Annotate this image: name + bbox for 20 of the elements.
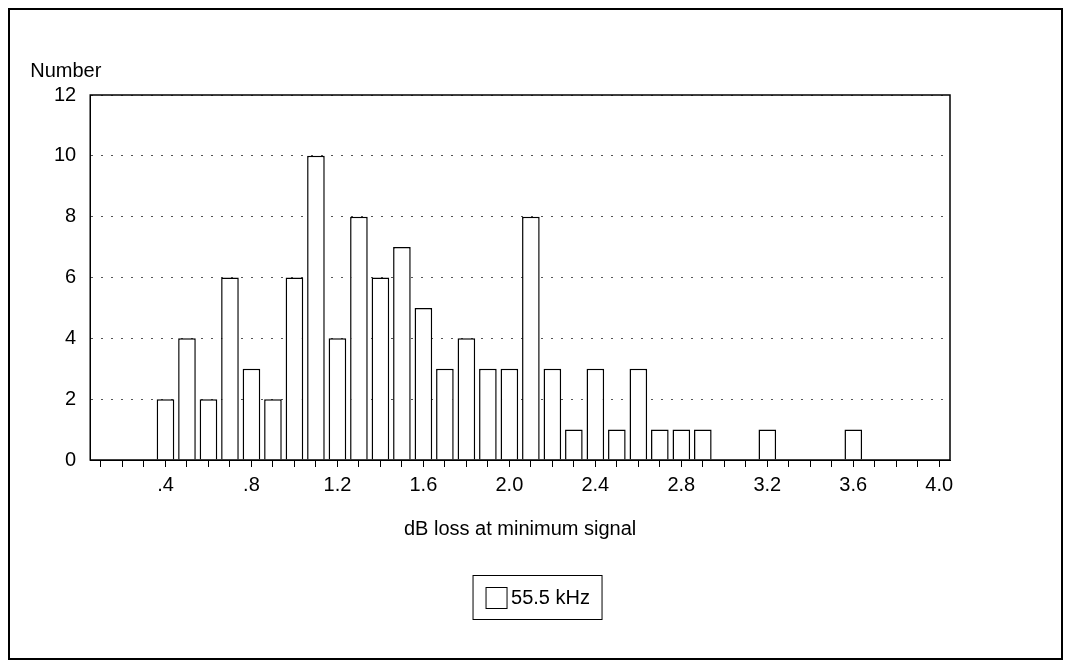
x-tick-label: 2.4: [581, 472, 610, 495]
y-axis-title: Number: [30, 58, 102, 81]
y-tick-label: 4: [65, 325, 77, 348]
y-tick-label: 6: [65, 265, 77, 288]
y-tick-label: 12: [54, 82, 77, 105]
y-tick-label: 8: [65, 204, 77, 227]
x-tick-label: 1.2: [323, 472, 352, 495]
x-tick-label: .4: [157, 472, 174, 495]
x-tick-label: 3.2: [753, 472, 782, 495]
x-axis-title: dB loss at minimum signal: [403, 516, 637, 539]
x-tick-label: 2.8: [667, 472, 696, 495]
y-tick-label: 0: [65, 447, 77, 470]
x-tick-label: 4.0: [925, 472, 954, 495]
y-tick-label: 2: [65, 386, 77, 409]
text: 55.5 kHz: [511, 586, 590, 609]
y-tick-label: 10: [54, 143, 77, 166]
x-tick-label: 2.0: [495, 472, 524, 495]
x-tick-label: 1.6: [409, 472, 438, 495]
x-tick-label: 3.6: [839, 472, 868, 495]
x-tick-label: .8: [243, 472, 260, 495]
